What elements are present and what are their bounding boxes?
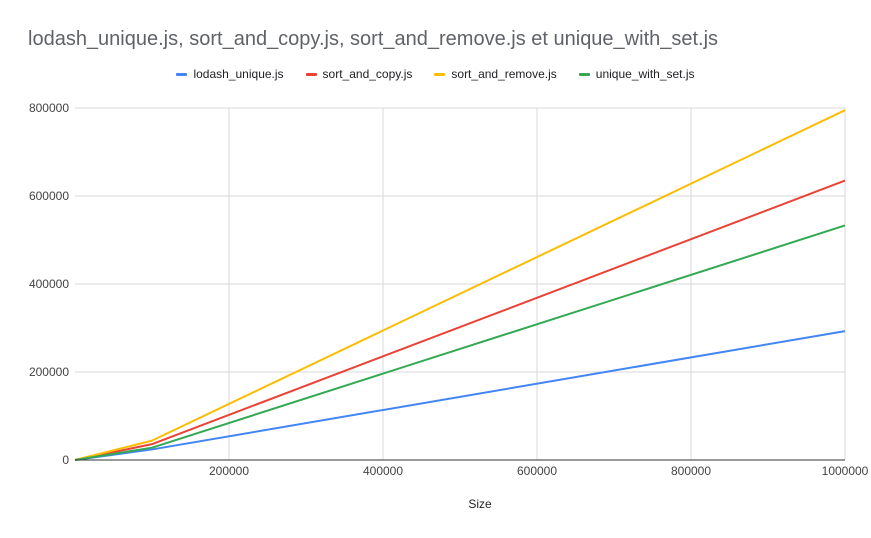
- series-line-unique-with-set-js: [74, 224, 846, 461]
- x-tick-label: 400000: [363, 464, 403, 478]
- legend-label: unique_with_set.js: [595, 67, 695, 81]
- x-tick-label: 200000: [209, 464, 249, 478]
- legend-swatch: [578, 72, 590, 76]
- legend-swatch: [434, 72, 446, 76]
- y-tick-label: 600000: [29, 189, 69, 203]
- x-tick-label: 600000: [517, 464, 557, 478]
- legend-item-unique-with-set[interactable]: unique_with_set.js: [578, 67, 695, 81]
- x-tick-label: 1000000: [822, 464, 869, 478]
- legend-swatch: [305, 72, 317, 76]
- series-line-lodash-unique-js: [74, 330, 846, 461]
- legend-item-sort-and-remove[interactable]: sort_and_remove.js: [434, 67, 557, 81]
- y-tick-label: 400000: [29, 277, 69, 291]
- chart-title: lodash_unique.js, sort_and_copy.js, sort…: [28, 28, 719, 50]
- y-tick-label: 800000: [29, 101, 69, 115]
- series-line-sort-and-remove-js: [74, 109, 846, 461]
- legend-label: lodash_unique.js: [193, 67, 284, 81]
- legend: lodash_unique.js sort_and_copy.js sort_a…: [0, 67, 871, 81]
- legend-item-sort-and-copy[interactable]: sort_and_copy.js: [305, 67, 413, 81]
- y-tick-label: 0: [62, 453, 69, 467]
- x-tick-label: 800000: [671, 464, 711, 478]
- legend-label: sort_and_copy.js: [322, 67, 413, 81]
- series-line-sort-and-copy-js: [74, 179, 846, 461]
- x-axis-title: Size: [468, 497, 492, 511]
- legend-item-lodash-unique[interactable]: lodash_unique.js: [176, 67, 284, 81]
- legend-swatch: [176, 72, 188, 76]
- y-tick-label: 200000: [29, 365, 69, 379]
- legend-label: sort_and_remove.js: [451, 67, 557, 81]
